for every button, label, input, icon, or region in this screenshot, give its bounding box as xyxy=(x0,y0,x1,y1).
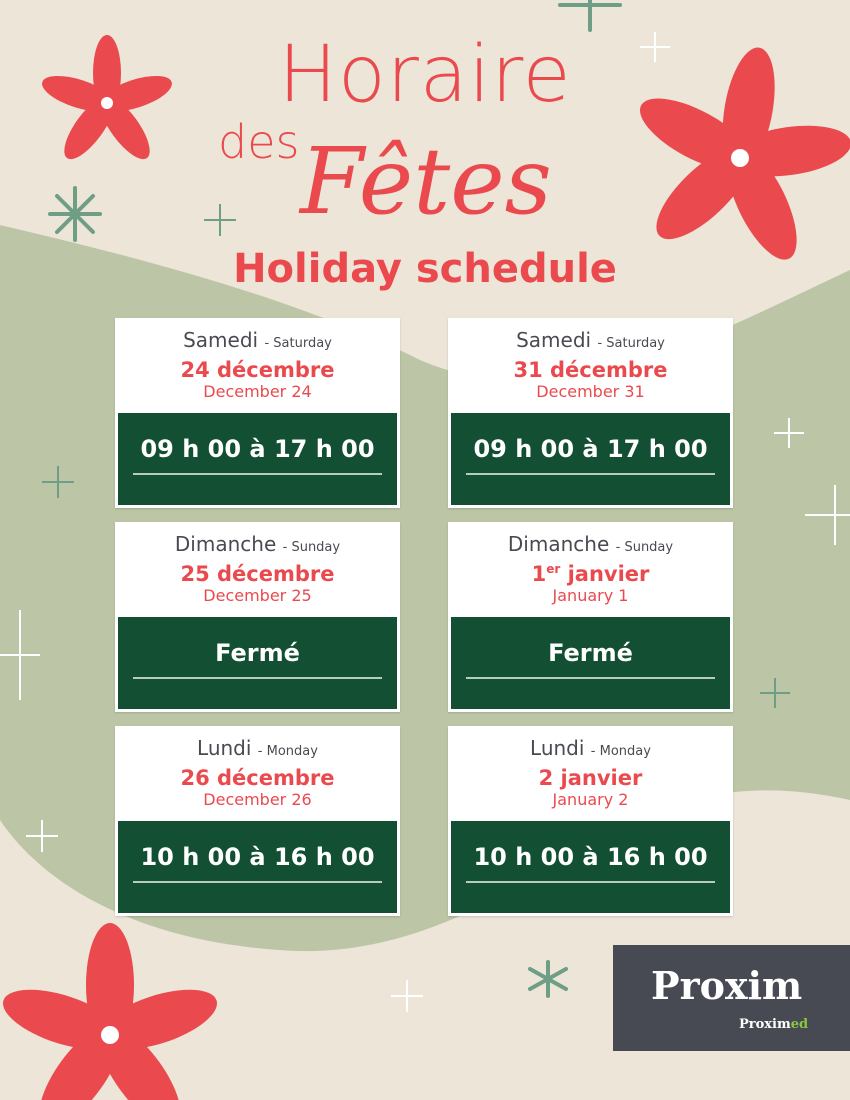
hours-text: 09 h 00 à 17 h 00 xyxy=(133,435,382,475)
title-fetes: Fêtes xyxy=(300,128,552,235)
date-en: December 25 xyxy=(203,586,312,605)
hours-panel: Fermé xyxy=(118,617,397,709)
date-fr: 2 janvier xyxy=(538,766,643,790)
snowflake-icon xyxy=(528,960,568,998)
hours-text: 09 h 00 à 17 h 00 xyxy=(466,435,715,475)
hours-panel: 09 h 00 à 17 h 00 xyxy=(451,413,730,505)
day-label: Lundi - Monday xyxy=(197,736,318,760)
schedule-card: Dimanche - Sunday 1er janvier January 1 … xyxy=(448,522,733,712)
date-en: December 31 xyxy=(536,382,645,401)
date-en: December 24 xyxy=(203,382,312,401)
schedule-card: Lundi - Monday 26 décembre December 26 1… xyxy=(115,726,400,916)
date-fr: 31 décembre xyxy=(513,358,668,382)
schedule-card: Samedi - Saturday 31 décembre December 3… xyxy=(448,318,733,508)
hours-panel: Fermé xyxy=(451,617,730,709)
hours-text: 10 h 00 à 16 h 00 xyxy=(133,843,382,883)
snowflake-icon xyxy=(48,186,102,242)
date-en: January 1 xyxy=(552,586,629,605)
date-fr: 25 décembre xyxy=(180,562,335,586)
title-horaire: Horaire xyxy=(278,30,572,120)
hours-panel: 09 h 00 à 17 h 00 xyxy=(118,413,397,505)
hours-panel: 10 h 00 à 16 h 00 xyxy=(118,821,397,913)
date-en: January 2 xyxy=(552,790,629,809)
day-label: Samedi - Saturday xyxy=(516,328,665,352)
subtitle: Holiday schedule xyxy=(233,246,617,292)
snowflake-icon xyxy=(558,0,622,32)
schedule-card: Dimanche - Sunday 25 décembre December 2… xyxy=(115,522,400,712)
logo-brand: Proxim xyxy=(651,963,803,1008)
sparkle-icon xyxy=(0,32,850,1012)
poinsettia-icon xyxy=(639,47,850,260)
proxim-logo: Proxim Proximed xyxy=(613,945,850,1051)
logo-proximed: Proximed xyxy=(739,1017,809,1032)
poinsettia-icon xyxy=(42,35,172,160)
hours-panel: 10 h 00 à 16 h 00 xyxy=(451,821,730,913)
date-fr: 1er janvier xyxy=(531,562,650,586)
title-des: des xyxy=(218,115,300,169)
schedule-card: Samedi - Saturday 24 décembre December 2… xyxy=(115,318,400,508)
hours-text: Fermé xyxy=(133,639,382,679)
date-fr: 24 décembre xyxy=(180,358,335,382)
hours-text: 10 h 00 à 16 h 00 xyxy=(466,843,715,883)
date-en: December 26 xyxy=(203,790,312,809)
day-label: Dimanche - Sunday xyxy=(507,532,674,556)
day-label: Samedi - Saturday xyxy=(183,328,332,352)
hours-text: Fermé xyxy=(466,639,715,679)
poinsettia-icon xyxy=(3,923,217,1100)
sparkle-icon xyxy=(42,204,790,708)
day-label: Lundi - Monday xyxy=(530,736,651,760)
date-fr: 26 décembre xyxy=(180,766,335,790)
day-label: Dimanche - Sunday xyxy=(174,532,341,556)
schedule-card: Lundi - Monday 2 janvier January 2 10 h … xyxy=(448,726,733,916)
